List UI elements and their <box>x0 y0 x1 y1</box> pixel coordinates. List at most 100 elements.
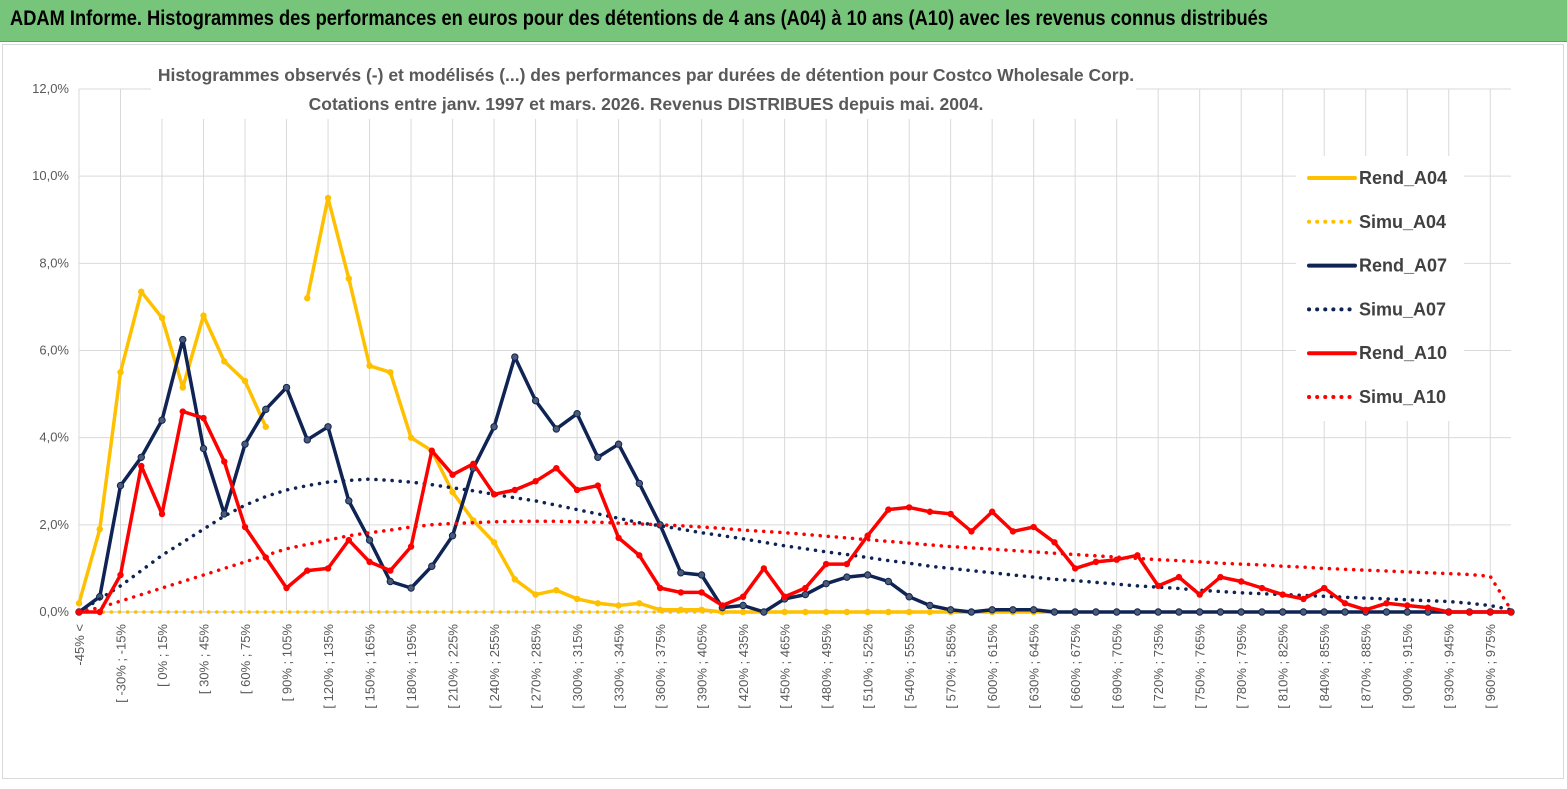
x-tick-label: [ 300% ; 315% <box>570 624 585 709</box>
data-point <box>615 602 622 609</box>
data-point <box>449 471 456 478</box>
x-tick-label: [ 270% ; 285% <box>529 624 544 709</box>
data-point <box>884 577 893 586</box>
x-tick-label: [ 840% ; 855% <box>1317 624 1332 709</box>
data-point <box>552 425 561 433</box>
data-point <box>781 593 788 600</box>
data-point <box>428 562 436 570</box>
data-point <box>449 488 456 496</box>
data-point <box>366 558 373 566</box>
data-point <box>1216 608 1225 616</box>
data-point <box>636 600 643 607</box>
data-point <box>490 423 498 431</box>
data-point <box>760 565 768 572</box>
data-point <box>802 608 809 616</box>
x-tick-label: [ 720% ; 735% <box>1151 624 1166 709</box>
legend-backdrop <box>1296 156 1464 421</box>
x-tick-label: [ 210% ; 225% <box>446 624 461 709</box>
x-tick-label: [ 510% ; 525% <box>861 624 876 709</box>
data-point <box>843 560 851 568</box>
data-point <box>241 377 249 385</box>
data-point <box>594 600 602 607</box>
data-point <box>345 497 353 505</box>
series-rend-a10 <box>75 408 1515 616</box>
x-tick-label: [ 240% ; 255% <box>487 624 502 709</box>
data-point <box>490 491 498 498</box>
data-point <box>304 567 311 574</box>
y-tick-label: 0,0% <box>39 604 69 619</box>
data-point <box>1217 573 1224 581</box>
data-point <box>905 608 913 616</box>
data-point <box>864 608 871 616</box>
data-point <box>739 601 747 610</box>
data-point <box>179 408 186 415</box>
legend-label: Rend_A07 <box>1359 256 1447 276</box>
x-tick-label: [ 360% ; 375% <box>653 624 668 709</box>
data-point <box>532 478 539 485</box>
data-point <box>200 312 207 319</box>
data-point <box>75 600 83 607</box>
x-tick-label: [ 870% ; 885% <box>1359 624 1374 709</box>
x-tick-label: [ 660% ; 675% <box>1068 624 1083 709</box>
data-point <box>1258 608 1266 616</box>
data-point <box>1383 600 1390 607</box>
legend-label: Rend_A04 <box>1359 168 1447 188</box>
data-point <box>158 314 166 322</box>
x-tick-label: [ 690% ; 705% <box>1110 624 1125 709</box>
data-point <box>1071 608 1079 616</box>
series-line <box>77 289 268 606</box>
series-simu-a10 <box>77 519 1513 614</box>
data-point <box>1154 582 1162 590</box>
x-tick-label: [ 900% ; 915% <box>1400 624 1415 709</box>
data-point <box>200 414 207 422</box>
data-point <box>863 571 872 579</box>
x-tick-label: [ -30% ; -15% <box>114 624 129 703</box>
data-point <box>1321 584 1328 592</box>
data-point <box>1300 595 1307 603</box>
x-tick-label: [ 450% ; 465% <box>778 624 793 709</box>
data-point <box>905 504 913 511</box>
data-point <box>1009 528 1017 535</box>
legend-label: Simu_A07 <box>1359 299 1446 319</box>
legend-label: Rend_A10 <box>1359 343 1447 363</box>
x-tick-label: [ 180% ; 195% <box>404 624 419 709</box>
data-point <box>905 593 913 601</box>
data-point <box>1133 608 1142 616</box>
data-point <box>553 587 560 594</box>
y-tick-label: 2,0% <box>39 517 69 532</box>
data-point <box>594 482 602 489</box>
x-tick-label: [ 150% ; 165% <box>363 624 378 709</box>
data-point <box>947 510 954 518</box>
data-point <box>926 508 934 515</box>
data-point <box>262 405 270 414</box>
data-point <box>407 584 415 592</box>
data-point <box>1175 608 1183 616</box>
data-point <box>324 565 332 572</box>
data-point <box>1466 608 1473 616</box>
data-point <box>614 440 623 448</box>
data-point <box>801 590 810 599</box>
data-point <box>387 369 394 376</box>
series-line <box>77 409 1513 614</box>
data-point <box>885 506 892 513</box>
data-point <box>324 194 332 202</box>
data-point <box>345 275 352 282</box>
data-point <box>282 383 291 392</box>
data-point <box>117 369 124 376</box>
data-point <box>946 606 955 614</box>
y-tick-label: 12,0% <box>32 81 69 96</box>
data-point <box>365 536 374 544</box>
data-point <box>719 602 726 609</box>
data-point <box>615 534 622 542</box>
y-tick-label: 8,0% <box>39 255 69 270</box>
data-point <box>573 595 581 603</box>
chart-svg: 0,0% 2,0% 4,0% 6,0% 8,0% 10,0% 12,0% -45% < [ -3… <box>32 59 1515 709</box>
data-point <box>1507 608 1515 616</box>
series-line <box>305 196 1057 614</box>
x-tick-label: [ 330% ; 345% <box>612 624 627 709</box>
data-point <box>448 532 457 540</box>
data-point <box>1362 606 1369 614</box>
data-point <box>864 532 871 539</box>
x-tick-label: [ 30% ; 45% <box>197 624 212 695</box>
data-point <box>511 576 519 583</box>
